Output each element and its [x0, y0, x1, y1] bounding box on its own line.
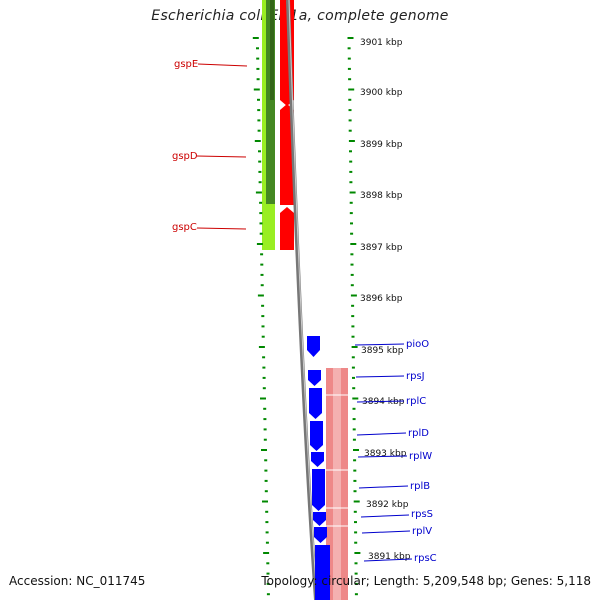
scale-label: 3894 kbp: [362, 397, 405, 407]
scale-label: 3892 kbp: [366, 500, 409, 510]
blue-gene-rpsS: [313, 512, 326, 526]
scale-label: 3893 kbp: [364, 449, 407, 459]
blue-gene-track: [307, 336, 330, 600]
accession-label: Accession: NC_011745: [9, 574, 146, 588]
red-gene-block-3: [280, 207, 294, 250]
gene-label-rpsJ: rpsJ: [406, 371, 425, 382]
gene-label-gspD: gspD: [172, 151, 198, 162]
tick-track-left: [252, 37, 270, 596]
gene-label-gspE: gspE: [174, 59, 198, 70]
scale-label: 3895 kbp: [361, 346, 404, 356]
gene-labels-right: pioO rpsJ rplC rplD rplW rplB rpsS rplV …: [354, 339, 437, 564]
red-gene-block-2: [280, 104, 294, 205]
pink-gene-track: [326, 368, 348, 600]
backbone-highlight: [288, 0, 318, 600]
scale-label: 3901 kbp: [360, 38, 403, 48]
gene-label-rplC: rplC: [406, 396, 426, 407]
gc-band-darker: [270, 0, 274, 100]
scale-label: 3899 kbp: [360, 140, 403, 150]
blue-gene-rplC: [309, 388, 322, 419]
scale-labels: 3901 kbp 3900 kbp 3899 kbp 3898 kbp 3897…: [360, 38, 411, 562]
pink-band-highlight: [333, 368, 341, 600]
blue-gene-rplW: [311, 452, 324, 467]
gene-labels-left: gspE gspD gspC: [172, 59, 248, 233]
gene-label-rpsC: rpsC: [414, 553, 437, 564]
scale-label: 3891 kbp: [368, 552, 411, 562]
blue-gene-rplD: [310, 421, 323, 451]
gene-label-rplV: rplV: [412, 526, 432, 537]
gene-label-rplB: rplB: [410, 481, 430, 492]
scale-label: 3896 kbp: [360, 294, 403, 304]
gene-label-pioO: pioO: [406, 339, 429, 350]
gene-label-rplD: rplD: [408, 428, 429, 439]
gene-label-gspC: gspC: [172, 222, 197, 233]
gene-label-rpsS: rpsS: [411, 509, 433, 520]
scale-label: 3898 kbp: [360, 191, 403, 201]
gene-label-rplW: rplW: [409, 451, 432, 462]
genome-summary: Topology: circular; Length: 5,209,548 bp…: [261, 574, 591, 588]
backbone-curve: [286, 0, 318, 600]
blue-gene-rplB: [312, 469, 325, 511]
blue-gene-rplV: [314, 527, 327, 543]
map-title: Escherichia coli ED1a, complete genome: [151, 8, 449, 24]
scale-label: 3897 kbp: [360, 243, 403, 253]
gc-track: [262, 0, 275, 250]
scale-label: 3900 kbp: [360, 88, 403, 98]
blue-gene-rpsC: [315, 545, 330, 600]
blue-gene-pioO: [307, 336, 320, 357]
blue-gene-rpsJ: [308, 370, 321, 386]
gc-band-dark: [266, 0, 275, 204]
tick-track-right: [347, 37, 361, 596]
